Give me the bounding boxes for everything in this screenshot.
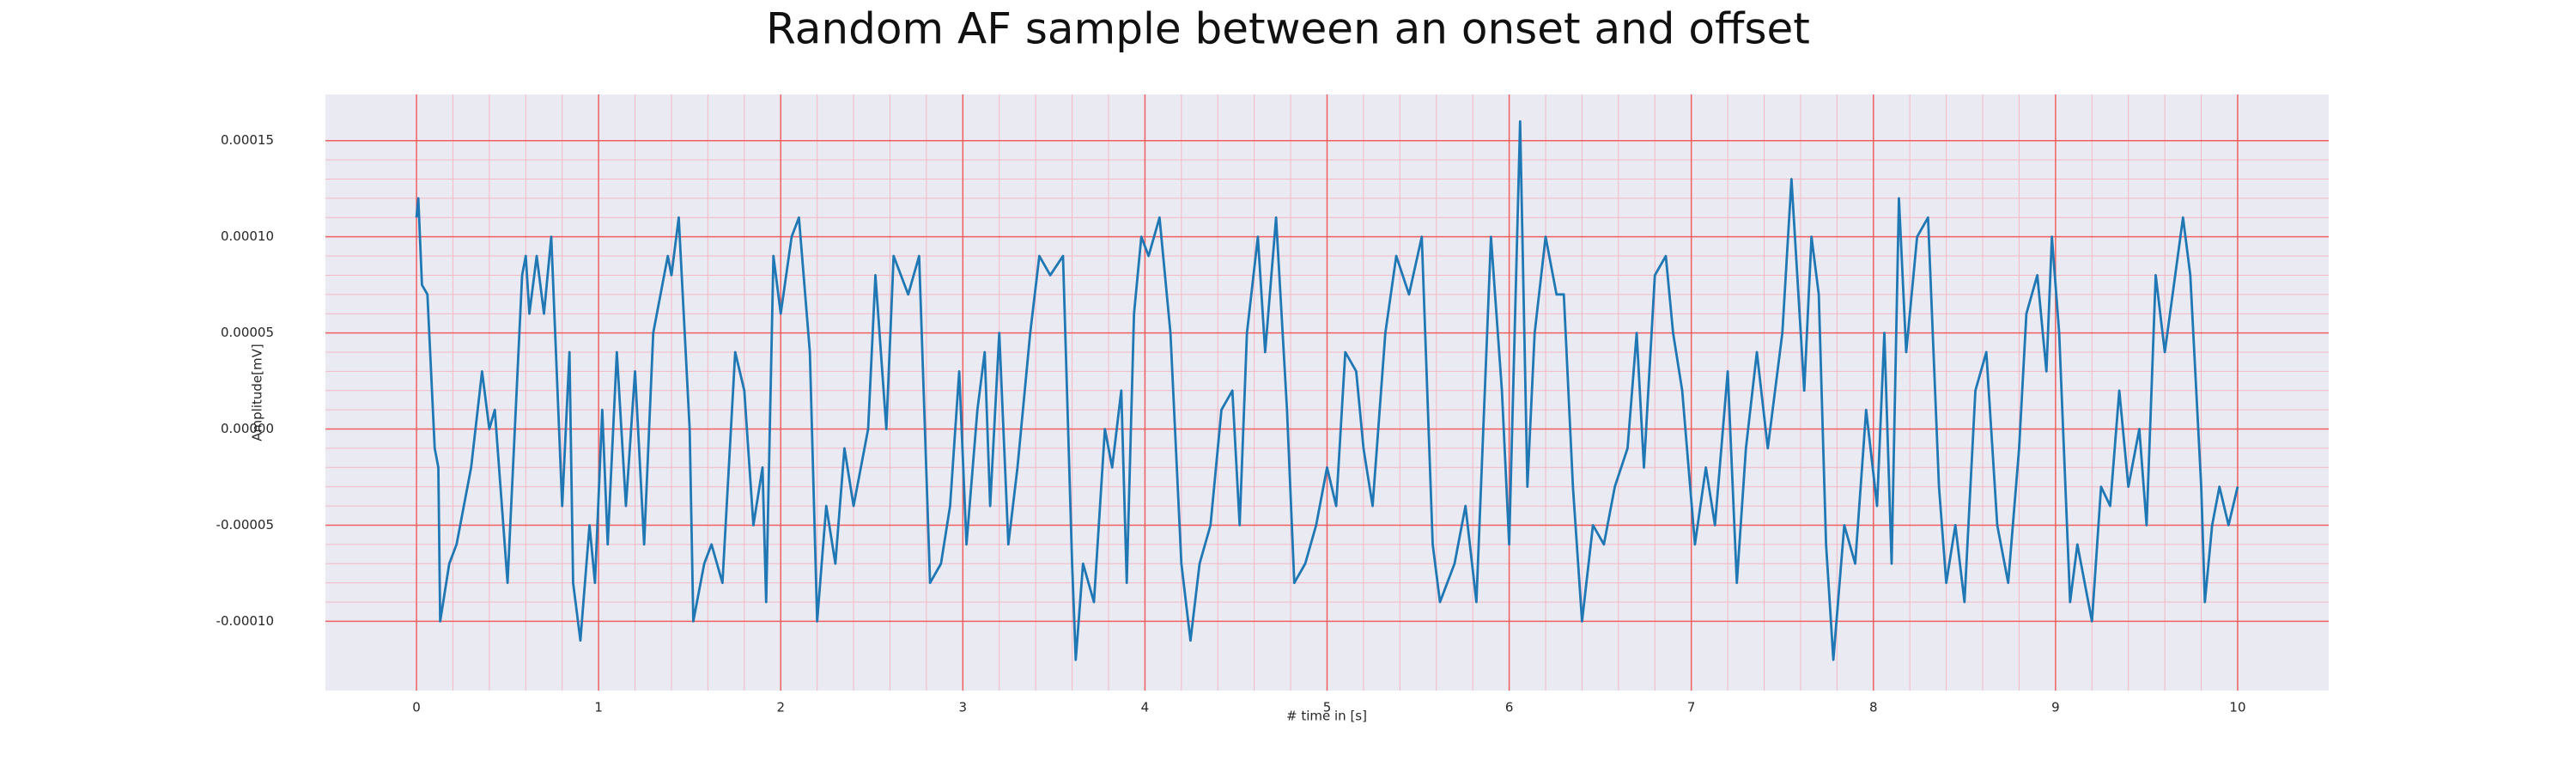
x-tick-label: 2	[776, 700, 785, 715]
x-tick-label: 3	[959, 700, 968, 715]
x-tick-label: 6	[1505, 700, 1514, 715]
x-tick-label: 7	[1687, 700, 1696, 715]
y-tick-label: -0.00010	[216, 613, 274, 629]
y-tick-label: 0.00000	[221, 421, 274, 436]
x-tick-label: 4	[1141, 700, 1150, 715]
x-tick-label: 0	[412, 700, 421, 715]
x-tick-label: 8	[1869, 700, 1878, 715]
chart-title: Random AF sample between an onset and of…	[766, 4, 1810, 54]
marks	[415, 119, 2239, 661]
grid	[325, 94, 2329, 691]
y-tick-label: -0.00005	[216, 517, 274, 533]
signal-line	[415, 119, 2239, 661]
x-tick-label: 1	[594, 700, 603, 715]
y-tick-label: 0.00015	[221, 132, 274, 148]
x-tick-label: 9	[2051, 700, 2060, 715]
y-tick-label: 0.00010	[221, 228, 274, 244]
y-tick-label: 0.00005	[221, 325, 274, 340]
x-axis-label: # time in [s]	[1286, 709, 1367, 724]
x-tick-label: 10	[2229, 700, 2245, 715]
x-tick-label: 5	[1323, 700, 1332, 715]
y-axis-label: Amplitude[mV]	[250, 344, 265, 441]
